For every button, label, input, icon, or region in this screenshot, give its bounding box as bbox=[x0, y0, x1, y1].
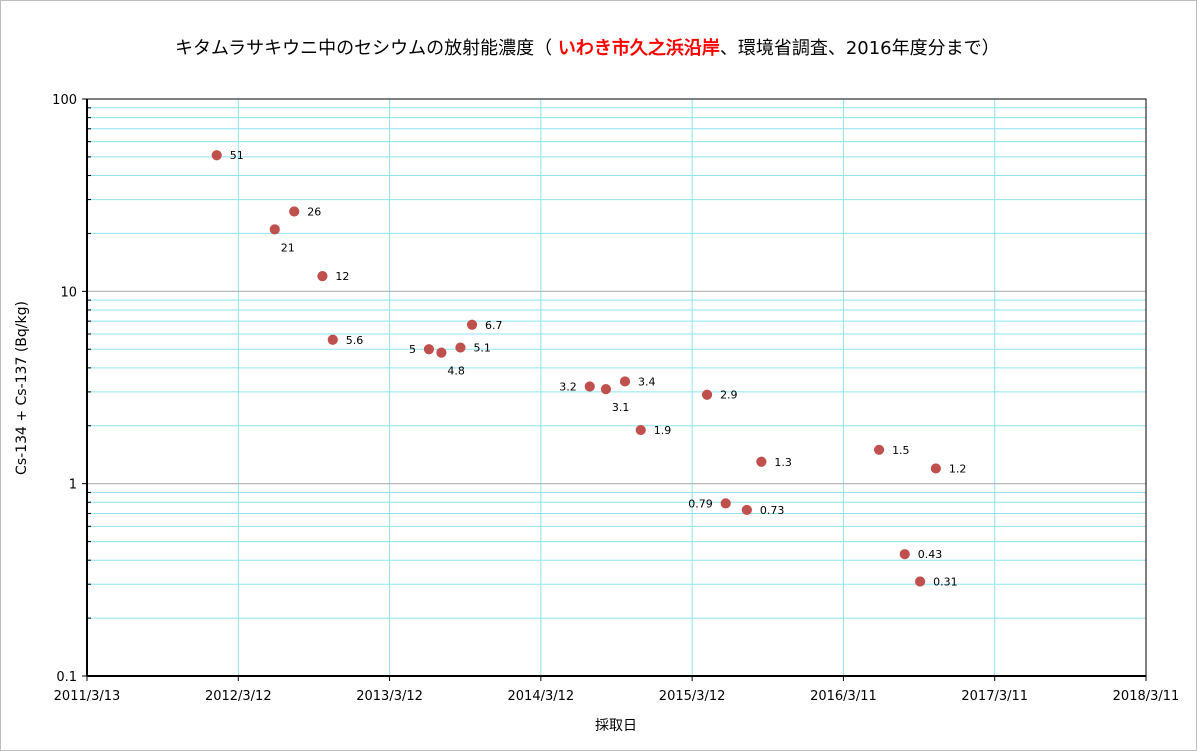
y-tick-label: 10 bbox=[60, 285, 77, 300]
data-label: 5 bbox=[409, 343, 416, 356]
data-label: 5.6 bbox=[346, 334, 364, 347]
data-point bbox=[741, 504, 752, 516]
x-tick-label: 2015/3/12 bbox=[659, 689, 726, 704]
data-point bbox=[584, 381, 595, 392]
x-tick-label: 2017/3/11 bbox=[961, 689, 1028, 704]
data-point bbox=[915, 576, 926, 587]
data-label: 12 bbox=[335, 270, 349, 283]
chart-title: キタムラサキウニ中のセシウムの放射能濃度（ いわき市久之浜沿岸、環境省調査、20… bbox=[175, 36, 1175, 62]
data-point bbox=[873, 444, 885, 455]
data-label: 21 bbox=[281, 241, 295, 254]
data-label: 0.79 bbox=[688, 497, 713, 510]
data-point bbox=[899, 549, 910, 560]
data-label: 3.4 bbox=[638, 375, 656, 388]
data-point bbox=[317, 271, 328, 282]
data-point bbox=[600, 384, 612, 395]
data-label: 0.43 bbox=[918, 548, 943, 561]
grid-layer bbox=[87, 99, 1146, 676]
x-axis-title: 採取日 bbox=[595, 718, 637, 734]
data-point bbox=[720, 498, 731, 509]
y-tick-label: 0.1 bbox=[56, 670, 77, 685]
data-label: 26 bbox=[307, 206, 321, 219]
data-label: 6.7 bbox=[485, 319, 503, 332]
data-point bbox=[269, 224, 280, 235]
data-point bbox=[701, 389, 713, 400]
data-label: 1.2 bbox=[949, 462, 967, 475]
data-point bbox=[455, 342, 466, 353]
chart-title-location: いわき市久之浜沿岸 bbox=[557, 38, 720, 59]
data-label: 1.5 bbox=[892, 444, 910, 457]
data-label: 2.9 bbox=[720, 389, 738, 402]
data-label: 1.9 bbox=[654, 424, 672, 437]
y-axis-title: Cs-134 + Cs-137 (Bq/kg) bbox=[14, 301, 30, 475]
data-label: 3.1 bbox=[612, 401, 630, 414]
x-tick-label: 2014/3/12 bbox=[508, 689, 575, 704]
y-tick-label: 1 bbox=[69, 478, 77, 493]
point-layer: 51 21 26 12 5.6 5 4.8 5.1 6.7 3.2 3.1 3.4 1.9 2.9 0.79… bbox=[211, 149, 967, 588]
chart-title-prefix: キタムラサキウニ中のセシウムの放射能濃度（ bbox=[175, 38, 558, 59]
data-point bbox=[930, 463, 941, 474]
x-tick-label: 2018/3/11 bbox=[1113, 689, 1180, 704]
data-point bbox=[635, 424, 646, 436]
data-point bbox=[466, 319, 478, 330]
data-label: 5.1 bbox=[473, 342, 491, 355]
x-tick-label: 2011/3/13 bbox=[54, 689, 121, 704]
data-point bbox=[436, 347, 447, 358]
x-tick-label: 2016/3/11 bbox=[810, 689, 877, 704]
y-tick-label: 100 bbox=[52, 93, 77, 108]
x-tick-label: 2013/3/12 bbox=[356, 689, 423, 704]
data-point bbox=[211, 150, 222, 161]
data-label: 4.8 bbox=[447, 365, 465, 378]
chart-title-suffix: 、環境省調査、2016年度分まで） bbox=[719, 38, 1000, 59]
data-point bbox=[756, 456, 767, 467]
x-tick-label: 2012/3/12 bbox=[205, 689, 272, 704]
data-label: 51 bbox=[230, 149, 244, 162]
plot-area bbox=[87, 99, 1146, 676]
data-label: 0.31 bbox=[933, 575, 958, 588]
data-point bbox=[289, 206, 300, 217]
data-point bbox=[327, 334, 338, 345]
axis-layer: 0.1 1 10 100 2011/3/13 2012/3/12 2013/3/12 2014… bbox=[52, 93, 1179, 704]
data-label: 1.3 bbox=[774, 456, 792, 469]
data-label: 3.2 bbox=[559, 381, 577, 394]
data-point bbox=[619, 376, 631, 387]
data-label: 0.73 bbox=[760, 504, 785, 517]
data-point bbox=[423, 344, 435, 355]
